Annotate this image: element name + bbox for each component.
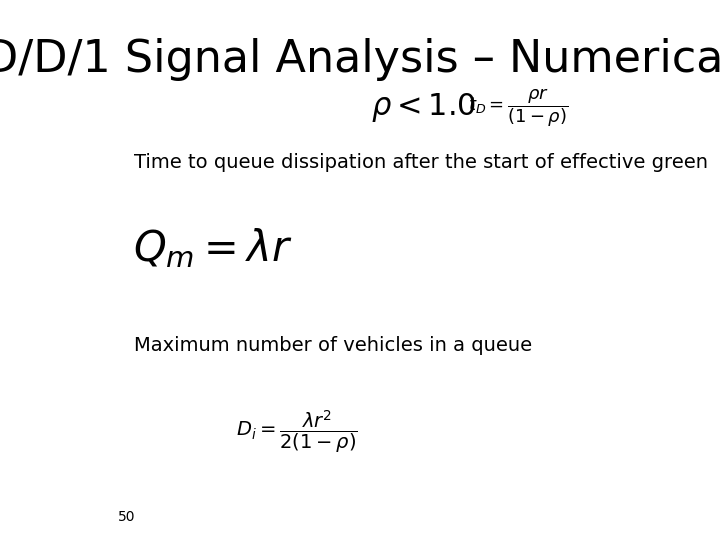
Text: $\rho < 1.0$: $\rho < 1.0$: [371, 91, 476, 125]
Text: Maximum number of vehicles in a queue: Maximum number of vehicles in a queue: [134, 336, 532, 355]
Text: $D_i = \dfrac{\lambda r^2}{2(1-\rho)}$: $D_i = \dfrac{\lambda r^2}{2(1-\rho)}$: [236, 409, 358, 455]
Text: 50: 50: [118, 510, 135, 524]
Text: $t_D = \dfrac{\rho r}{(1-\rho)}$: $t_D = \dfrac{\rho r}{(1-\rho)}$: [468, 87, 568, 129]
Text: Time to queue dissipation after the start of effective green: Time to queue dissipation after the star…: [134, 152, 708, 172]
Text: $Q_m = \lambda r$: $Q_m = \lambda r$: [133, 226, 292, 271]
Text: D/D/1 Signal Analysis – Numerical: D/D/1 Signal Analysis – Numerical: [0, 38, 720, 81]
